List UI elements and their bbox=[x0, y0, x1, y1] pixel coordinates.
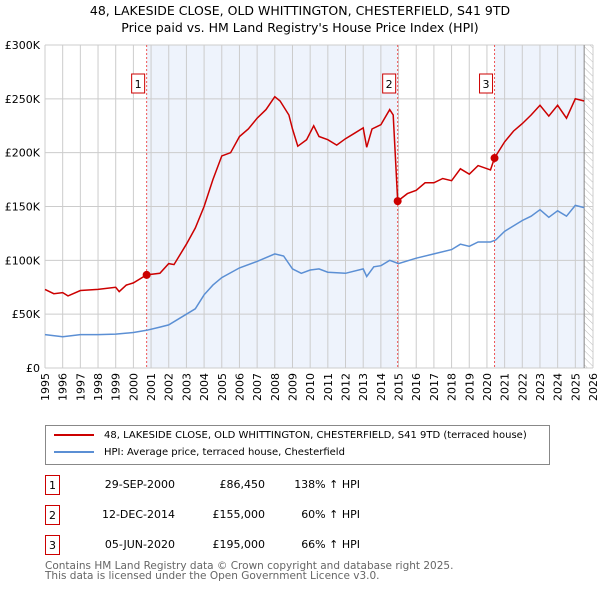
y-tick-label: £200K bbox=[5, 147, 41, 160]
sale-marker-badge: 2 bbox=[45, 505, 60, 525]
x-tick-label: 2009 bbox=[286, 373, 299, 401]
x-tick-label: 2016 bbox=[410, 373, 423, 401]
footer-line: This data is licensed under the Open Gov… bbox=[45, 570, 380, 582]
x-tick-label: 1998 bbox=[92, 373, 105, 401]
sale-label-box bbox=[131, 73, 146, 94]
x-tick-label: 1997 bbox=[74, 373, 87, 401]
x-tick-label: 2007 bbox=[251, 373, 264, 401]
footer: Contains HM Land Registry data © Crown c… bbox=[45, 560, 454, 582]
x-tick-label: 2006 bbox=[233, 373, 246, 401]
sale-label: 1 bbox=[135, 78, 142, 91]
y-tick-label: £300K bbox=[5, 39, 41, 52]
legend: 48, LAKESIDE CLOSE, OLD WHITTINGTON, CHE… bbox=[45, 425, 550, 465]
sale-date: 29-SEP-2000 bbox=[104, 478, 175, 491]
x-tick-label: 2008 bbox=[269, 373, 282, 401]
legend-item-property: 48, LAKESIDE CLOSE, OLD WHITTINGTON, CHE… bbox=[54, 428, 527, 444]
sale-hpi: 66% ↑ HPI bbox=[301, 538, 360, 551]
y-tick-label: £0 bbox=[26, 362, 40, 375]
x-tick-label: 2005 bbox=[216, 373, 229, 401]
sale-row: 1 29-SEP-2000 £86,450 138% ↑ HPI bbox=[45, 475, 565, 495]
legend-swatch-red bbox=[54, 434, 94, 436]
sale-date: 12-DEC-2014 bbox=[101, 508, 175, 521]
sale-hpi: 138% ↑ HPI bbox=[294, 478, 360, 491]
sale-label-box bbox=[479, 73, 494, 94]
x-tick-label: 2025 bbox=[569, 373, 582, 401]
sale-point bbox=[142, 270, 151, 279]
x-tick-label: 2020 bbox=[481, 373, 494, 401]
sale-point bbox=[393, 197, 402, 206]
title-line-1: 48, LAKESIDE CLOSE, OLD WHITTINGTON, CHE… bbox=[89, 3, 511, 18]
sale-date: 05-JUN-2020 bbox=[104, 538, 175, 551]
y-tick-label: £150K bbox=[5, 201, 41, 214]
plot-area: 1995 1996 1997 1998 1999 2000 2001 2002 2003 2004… bbox=[5, 39, 600, 401]
sale-marker-badge: 3 bbox=[45, 535, 60, 555]
x-tick-label: 2022 bbox=[516, 373, 529, 401]
sale-price: £195,000 bbox=[212, 538, 266, 551]
x-tick-label: 2023 bbox=[534, 373, 547, 401]
x-tick-label: 1996 bbox=[57, 373, 70, 401]
sale-label-box bbox=[382, 73, 397, 94]
x-tick-label: 1995 bbox=[39, 373, 52, 401]
x-tick-label: 2011 bbox=[322, 373, 335, 401]
x-tick-label: 2024 bbox=[552, 373, 565, 401]
x-tick-label: 2018 bbox=[446, 373, 459, 401]
x-tick-label: 2026 bbox=[587, 373, 600, 401]
sale-label: 3 bbox=[483, 78, 490, 91]
sale-marker-badge: 1 bbox=[45, 475, 60, 495]
sale-row: 3 05-JUN-2020 £195,000 66% ↑ HPI bbox=[45, 535, 565, 555]
x-tick-label: 2003 bbox=[180, 373, 193, 401]
y-tick-label: £50K bbox=[12, 308, 41, 321]
series-line bbox=[44, 204, 585, 338]
x-tick-label: 2010 bbox=[304, 373, 317, 401]
x-tick-label: 2017 bbox=[428, 373, 441, 401]
x-tick-label: 2001 bbox=[145, 373, 158, 401]
legend-item-hpi: HPI: Average price, terraced house, Ches… bbox=[54, 445, 345, 461]
x-tick-label: 2004 bbox=[198, 373, 211, 401]
x-tick-label: 2021 bbox=[499, 373, 512, 401]
x-tick-label: 1999 bbox=[110, 373, 123, 401]
legend-label: HPI: Average price, terraced house, Ches… bbox=[104, 447, 345, 458]
title-line-2: Price paid vs. HM Land Registry's House … bbox=[121, 20, 479, 35]
sale-hpi: 60% ↑ HPI bbox=[301, 508, 360, 521]
x-tick-label: 2012 bbox=[340, 373, 353, 401]
y-tick-label: £100K bbox=[5, 254, 41, 267]
x-tick-label: 2013 bbox=[357, 373, 370, 401]
sale-label: 2 bbox=[386, 78, 393, 91]
x-tick-label: 2000 bbox=[127, 373, 140, 401]
legend-swatch-blue bbox=[54, 451, 94, 453]
footer-line: Contains HM Land Registry data © Crown c… bbox=[45, 560, 454, 572]
x-tick-label: 2015 bbox=[393, 373, 406, 401]
sale-price: £155,000 bbox=[212, 508, 266, 521]
sale-row: 2 12-DEC-2014 £155,000 60% ↑ HPI bbox=[45, 505, 565, 525]
chart-title: 48, LAKESIDE CLOSE, OLD WHITTINGTON, CHE… bbox=[0, 2, 600, 36]
y-tick-label: £250K bbox=[5, 93, 41, 106]
series-line bbox=[44, 95, 585, 297]
x-tick-label: 2019 bbox=[463, 373, 476, 401]
sale-price: £86,450 bbox=[219, 478, 266, 491]
x-tick-label: 2014 bbox=[375, 373, 388, 401]
legend-label: 48, LAKESIDE CLOSE, OLD WHITTINGTON, CHE… bbox=[104, 430, 527, 441]
sale-point bbox=[490, 154, 499, 163]
x-tick-label: 2002 bbox=[163, 373, 176, 401]
